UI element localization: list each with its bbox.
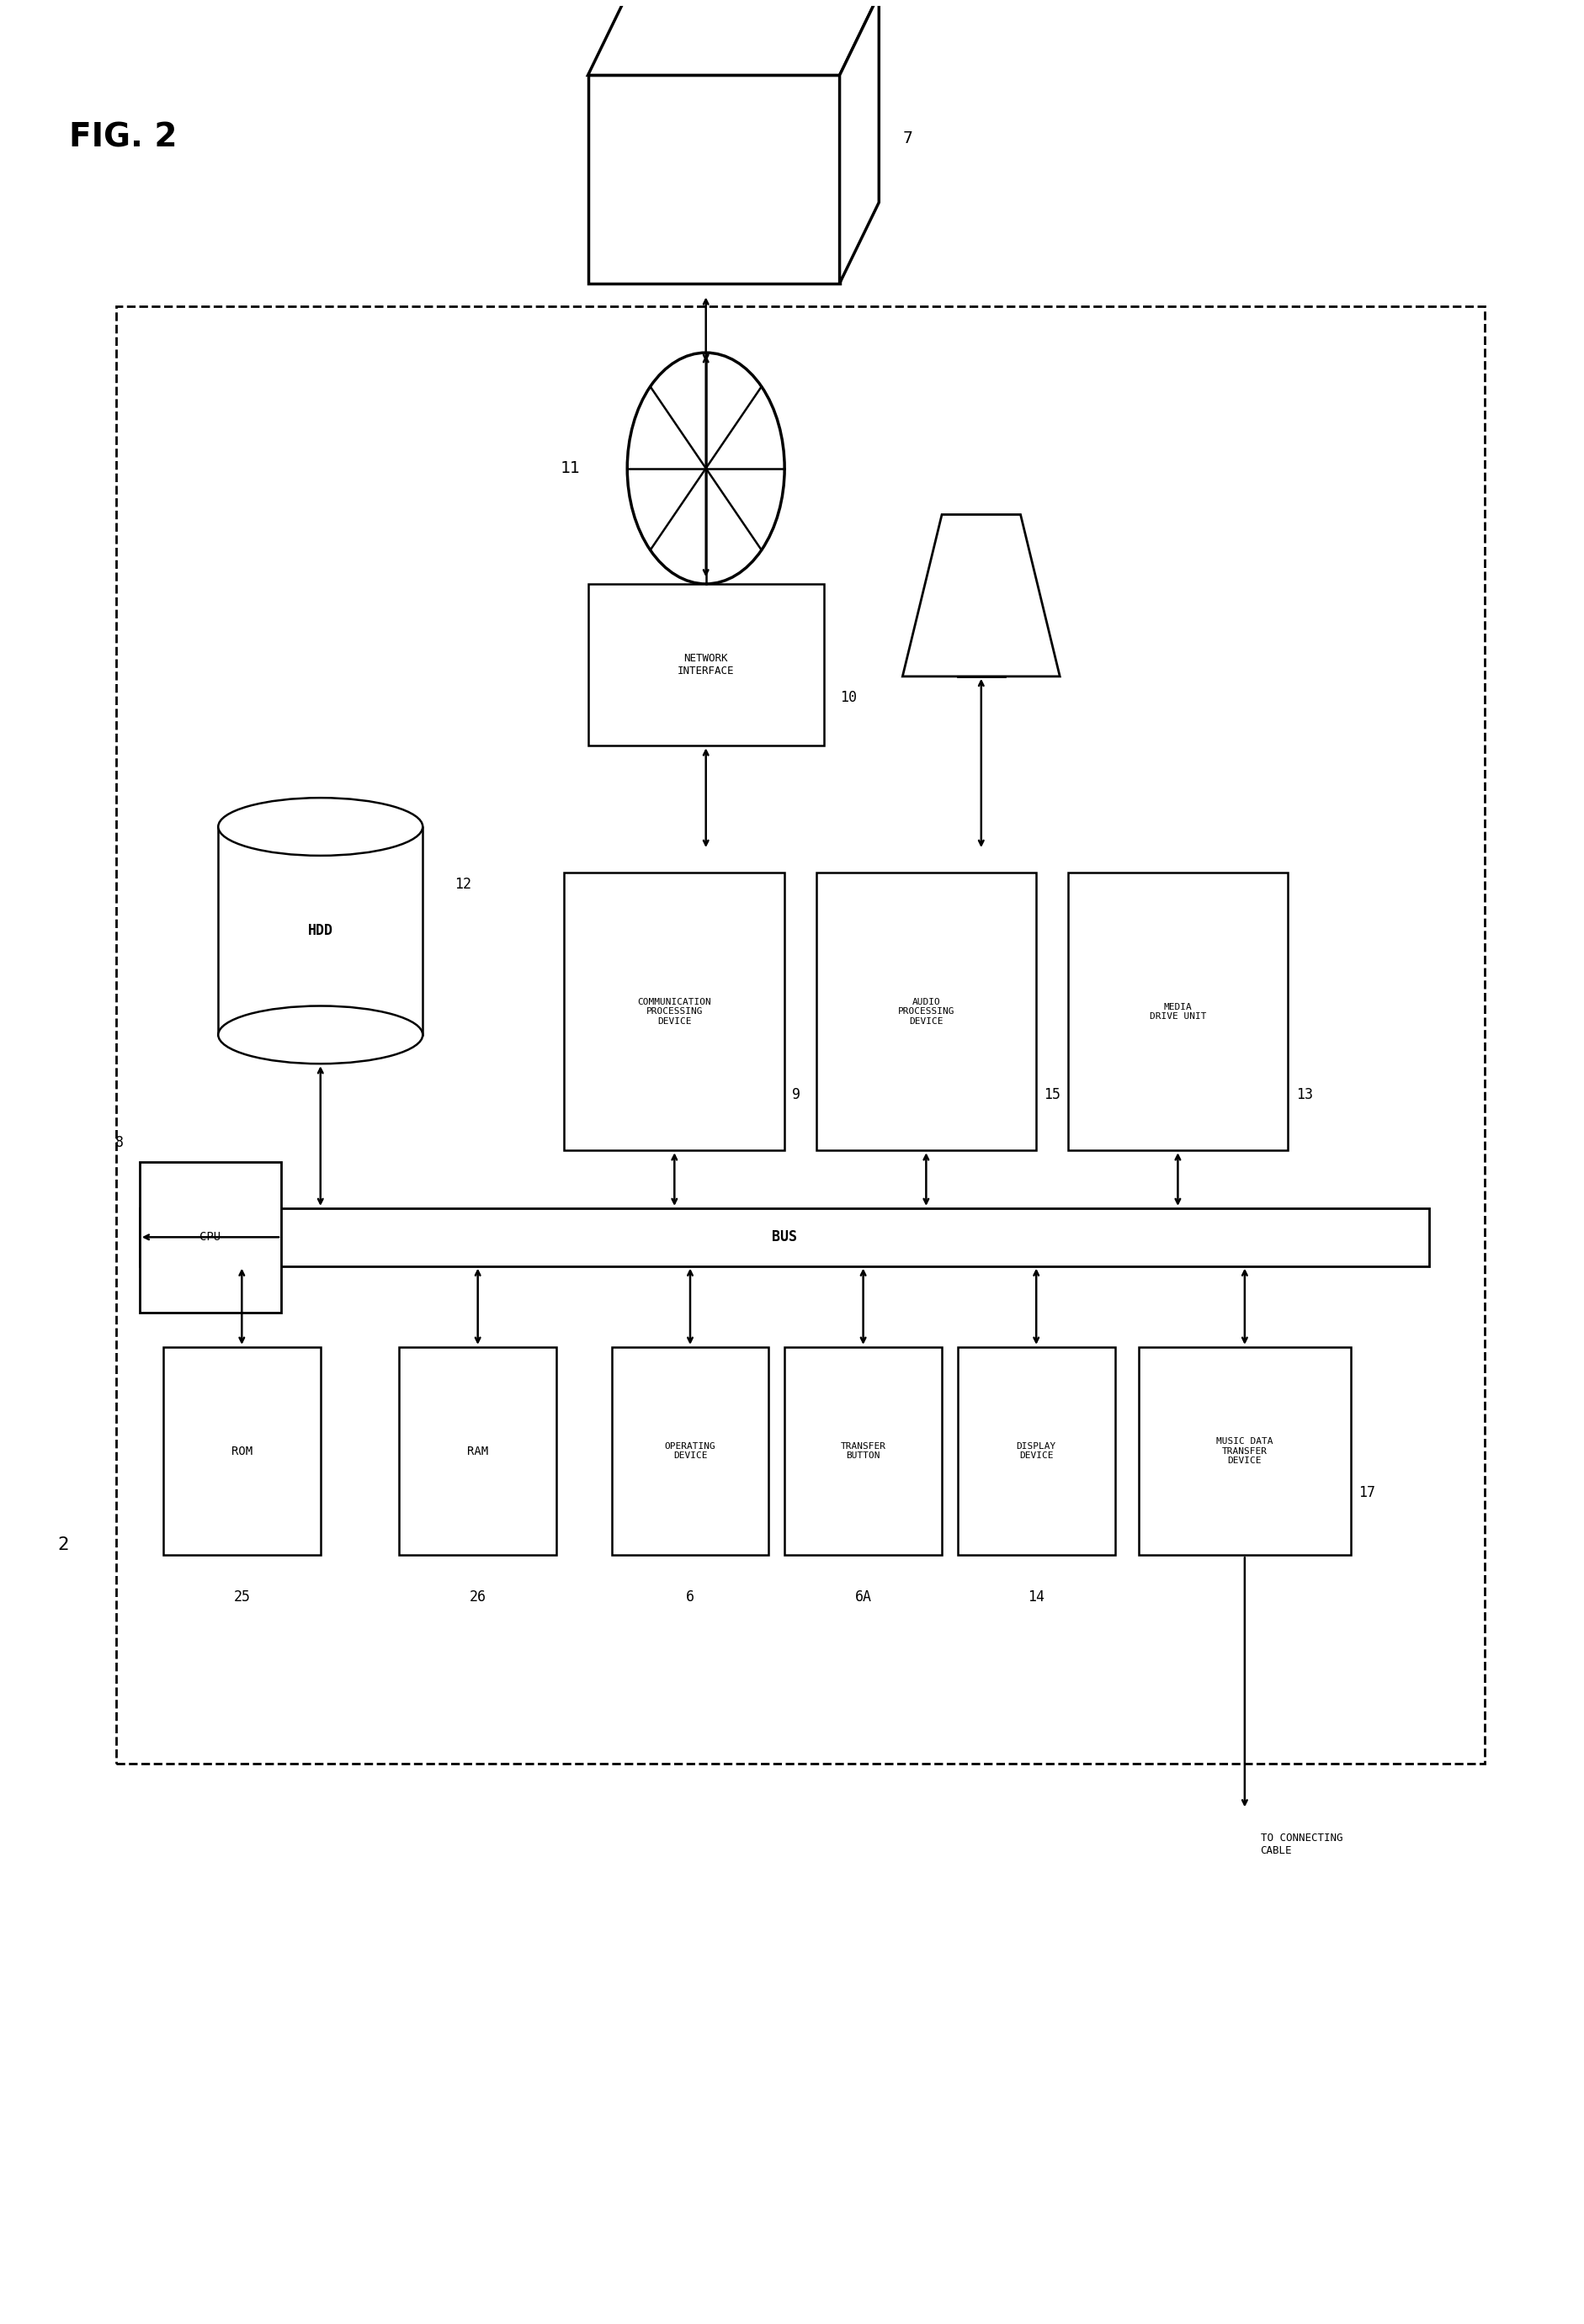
Polygon shape (901, 514, 1060, 676)
Text: AUDIO
PROCESSING
DEVICE: AUDIO PROCESSING DEVICE (897, 997, 954, 1025)
Ellipse shape (219, 1006, 423, 1064)
Bar (116, 307, 1484, 1764)
Text: 8: 8 (116, 1136, 124, 1150)
Text: 10: 10 (840, 690, 855, 704)
Bar (139, 1208, 1429, 1267)
Bar (1137, 1348, 1350, 1555)
Text: COMMUNICATION
PROCESSING
DEVICE: COMMUNICATION PROCESSING DEVICE (637, 997, 711, 1025)
Text: NETWORK
INTERFACE: NETWORK INTERFACE (676, 653, 733, 676)
Text: ROM: ROM (231, 1446, 252, 1457)
Polygon shape (840, 0, 879, 284)
Text: TO CONNECTING
CABLE: TO CONNECTING CABLE (1259, 1834, 1342, 1857)
Text: RAM: RAM (467, 1446, 488, 1457)
Text: 6: 6 (686, 1590, 694, 1606)
Bar (588, 74, 840, 284)
Bar (139, 1162, 280, 1313)
Bar (957, 1348, 1114, 1555)
Bar (784, 1348, 941, 1555)
Bar (399, 1348, 556, 1555)
Bar (611, 1348, 768, 1555)
Text: OPERATING
DEVICE: OPERATING DEVICE (664, 1441, 716, 1459)
Ellipse shape (219, 797, 423, 855)
Text: MEDIA
DRIVE UNIT: MEDIA DRIVE UNIT (1148, 1002, 1205, 1020)
Bar (219, 827, 423, 1034)
Text: 12: 12 (455, 876, 470, 892)
Text: 15: 15 (1044, 1088, 1060, 1102)
Text: FIG. 2: FIG. 2 (68, 121, 177, 153)
Bar (564, 874, 784, 1150)
Text: 25: 25 (233, 1590, 250, 1606)
Text: MUSIC DATA
TRANSFER
DEVICE: MUSIC DATA TRANSFER DEVICE (1215, 1436, 1272, 1464)
Polygon shape (588, 0, 879, 74)
Text: 11: 11 (561, 460, 580, 476)
Text: 9: 9 (792, 1088, 800, 1102)
Bar (816, 874, 1036, 1150)
Text: BUS: BUS (771, 1229, 797, 1246)
Text: DISPLAY
DEVICE: DISPLAY DEVICE (1015, 1441, 1055, 1459)
Bar (588, 583, 824, 746)
Text: 2: 2 (57, 1536, 68, 1552)
Text: HDD: HDD (307, 923, 333, 939)
Bar (1068, 874, 1288, 1150)
Text: 13: 13 (1296, 1088, 1312, 1102)
Text: 7: 7 (901, 130, 912, 146)
Text: 17: 17 (1357, 1485, 1375, 1501)
Text: 14: 14 (1028, 1590, 1044, 1606)
Bar (163, 1348, 320, 1555)
Text: TRANSFER
BUTTON: TRANSFER BUTTON (840, 1441, 885, 1459)
Text: 6A: 6A (854, 1590, 871, 1606)
Text: CPU: CPU (200, 1232, 220, 1243)
Text: 26: 26 (469, 1590, 486, 1606)
